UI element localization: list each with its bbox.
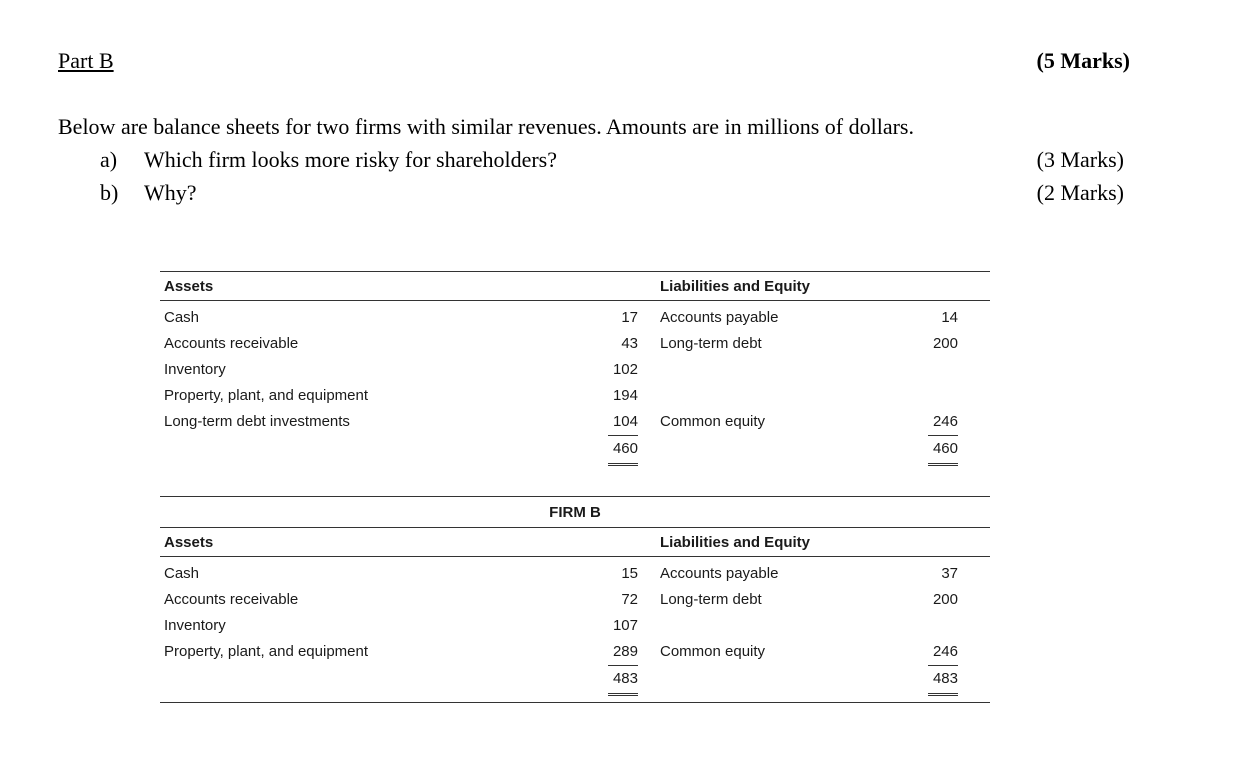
balance-sheet-firm-a: Assets Liabilities and Equity Cash 17 Ac… <box>160 271 990 496</box>
spacer <box>892 534 958 551</box>
balance-sheets: Assets Liabilities and Equity Cash 17 Ac… <box>160 271 990 703</box>
spacer <box>638 639 660 666</box>
balance-row: Inventory 102 <box>160 357 990 383</box>
asset-value: 102 <box>612 361 638 378</box>
spacer <box>638 613 660 639</box>
liability-value: 246 <box>892 409 958 436</box>
intro-text: Below are balance sheets for two firms w… <box>58 114 914 139</box>
spacer <box>638 587 660 613</box>
spacer <box>638 383 660 409</box>
liability-value: 246 <box>892 639 958 666</box>
balance-row: Cash 17 Accounts payable 14 <box>160 305 990 331</box>
spacer <box>638 436 660 466</box>
assets-header: Assets <box>164 534 214 551</box>
question-a: a) Which firm looks more risky for share… <box>58 143 1180 176</box>
liability-value: 37 <box>941 565 958 582</box>
asset-label: Property, plant, and equipment <box>164 387 369 404</box>
asset-value: 72 <box>621 591 638 608</box>
asset-label: Inventory <box>164 361 226 378</box>
part-title: Part B <box>58 48 114 73</box>
asset-value: 107 <box>612 617 638 634</box>
spacer <box>660 666 892 696</box>
asset-value: 194 <box>612 387 638 404</box>
spacer <box>572 278 638 295</box>
assets-header: Assets <box>164 278 214 295</box>
question-a-marks: (3 Marks) <box>1036 147 1124 172</box>
liabilities-total: 460 <box>892 436 958 466</box>
balance-sheet-firm-b: FIRM B Assets Liabilities and Equity Cas… <box>160 496 990 703</box>
liability-value <box>892 383 958 409</box>
assets-total: 483 <box>572 666 638 696</box>
spacer <box>660 436 892 466</box>
spacer <box>572 534 638 551</box>
spacer <box>638 534 660 551</box>
asset-value: 104 <box>572 409 638 436</box>
assets-total: 460 <box>572 436 638 466</box>
balance-row: Accounts receivable 72 Long-term debt 20… <box>160 587 990 613</box>
balance-row: Accounts receivable 43 Long-term debt 20… <box>160 331 990 357</box>
liability-label: Common equity <box>660 643 766 660</box>
spacer <box>638 561 660 587</box>
asset-label: Cash <box>164 309 200 326</box>
spacer <box>638 409 660 436</box>
spacer <box>892 278 958 295</box>
totals-row: 460 460 <box>160 436 990 466</box>
liability-value: 200 <box>932 591 958 608</box>
liability-label: Long-term debt <box>660 591 762 608</box>
spacer <box>638 305 660 331</box>
totals-row: 483 483 <box>160 666 990 696</box>
liabilities-header: Liabilities and Equity <box>660 534 811 551</box>
spacer <box>638 357 660 383</box>
liability-label <box>660 613 892 639</box>
liability-label <box>660 357 892 383</box>
question-a-text: Which firm looks more risky for sharehol… <box>144 147 557 172</box>
asset-value: 15 <box>621 565 638 582</box>
spacer <box>638 666 660 696</box>
firm-b-header-row: Assets Liabilities and Equity <box>160 528 990 557</box>
balance-row: Property, plant, and equipment 289 Commo… <box>160 639 990 666</box>
liability-label: Long-term debt <box>660 335 762 352</box>
liabilities-header: Liabilities and Equity <box>660 278 811 295</box>
question-b-text: Why? <box>144 180 197 205</box>
asset-label: Long-term debt investments <box>164 413 350 430</box>
firm-b-title: FIRM B <box>160 497 990 528</box>
question-b: b) Why? (2 Marks) <box>58 176 1180 209</box>
balance-row: Cash 15 Accounts payable 37 <box>160 561 990 587</box>
liabilities-total: 483 <box>892 666 958 696</box>
asset-label: Accounts receivable <box>164 335 299 352</box>
liability-value: 14 <box>941 309 958 326</box>
liability-value: 200 <box>932 335 958 352</box>
question-b-label: b) <box>100 180 119 205</box>
asset-label: Property, plant, and equipment <box>164 643 369 660</box>
spacer <box>638 278 660 295</box>
asset-label: Cash <box>164 565 200 582</box>
spacer <box>638 331 660 357</box>
liability-label: Accounts payable <box>660 309 779 326</box>
liability-label <box>660 383 892 409</box>
asset-label: Accounts receivable <box>164 591 299 608</box>
question-b-marks: (2 Marks) <box>1036 180 1124 205</box>
question-a-label: a) <box>100 147 118 172</box>
liability-value <box>892 357 958 383</box>
asset-value: 43 <box>621 335 638 352</box>
balance-row: Inventory 107 <box>160 613 990 639</box>
spacer <box>160 666 572 696</box>
spacer <box>160 436 572 466</box>
heading-row: Part B (5 Marks) <box>58 48 1180 74</box>
total-marks: (5 Marks) <box>1036 48 1130 73</box>
balance-row: Property, plant, and equipment 194 <box>160 383 990 409</box>
asset-label: Inventory <box>164 617 226 634</box>
liability-label: Accounts payable <box>660 565 779 582</box>
firm-a-header-row: Assets Liabilities and Equity <box>160 272 990 301</box>
asset-value: 289 <box>572 639 638 666</box>
asset-value: 17 <box>621 309 638 326</box>
liability-value <box>892 613 958 639</box>
liability-label: Common equity <box>660 413 766 430</box>
balance-row: Long-term debt investments 104 Common eq… <box>160 409 990 436</box>
